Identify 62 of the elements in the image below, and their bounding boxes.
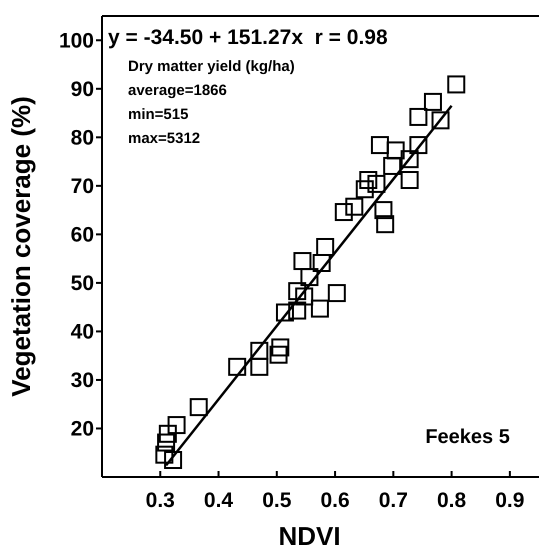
point — [367, 174, 386, 193]
point — [190, 398, 208, 416]
point — [295, 287, 314, 306]
point — [228, 358, 246, 376]
y-tick-label: 60 — [70, 223, 94, 246]
annotation: Dry matter yield (kg/ha) — [128, 58, 295, 75]
point — [447, 75, 466, 94]
point — [356, 180, 374, 198]
x-tick-label: 0.4 — [204, 489, 234, 512]
y-axis-title: Vegetation coverage (%) — [6, 96, 36, 397]
point — [316, 238, 334, 256]
point — [276, 303, 294, 322]
annotation: max=5312 — [128, 130, 200, 147]
x-tick-label: 0.7 — [378, 489, 408, 512]
point — [168, 416, 186, 434]
point — [155, 446, 174, 464]
point — [158, 424, 177, 443]
annotation: Feekes 5 — [425, 426, 510, 448]
y-tick-label: 70 — [70, 174, 94, 198]
y-tick-label: 100 — [58, 29, 94, 52]
point — [310, 300, 329, 318]
point — [400, 171, 419, 190]
point — [359, 171, 378, 190]
point — [312, 254, 331, 272]
x-tick-label: 0.6 — [320, 489, 350, 512]
point — [334, 203, 353, 222]
annotation: y = -34.50 + 151.27x r = 0.98 — [108, 26, 388, 49]
point — [328, 284, 346, 302]
point — [409, 108, 428, 126]
x-tick-label: 0.8 — [437, 489, 467, 512]
point — [424, 92, 442, 111]
point — [270, 346, 288, 364]
point — [370, 136, 389, 154]
point — [164, 451, 182, 470]
x-tick-label: 0.3 — [146, 489, 175, 512]
point — [383, 156, 402, 175]
point — [271, 338, 290, 356]
annotation: average=1866 — [128, 82, 227, 99]
point — [300, 268, 318, 286]
point — [400, 150, 419, 168]
point — [374, 201, 392, 220]
y-tick-label: 80 — [70, 126, 94, 150]
annotation: min=515 — [128, 106, 188, 123]
point — [345, 198, 364, 216]
point — [288, 302, 306, 320]
point — [288, 282, 306, 300]
y-tick-label: 40 — [70, 320, 94, 344]
y-tick-label: 30 — [70, 368, 94, 392]
x-tick-label: 0.9 — [495, 489, 524, 512]
y-tick-label: 90 — [70, 78, 94, 101]
y-tick-label: 20 — [70, 417, 94, 440]
point — [409, 136, 428, 154]
point — [250, 342, 268, 360]
point — [250, 358, 268, 376]
point — [157, 434, 176, 452]
point — [293, 252, 312, 270]
x-tick-label: 0.5 — [262, 489, 292, 512]
point — [432, 111, 450, 130]
point — [386, 141, 405, 160]
point — [376, 215, 394, 234]
x-axis-title: NDVI — [278, 521, 341, 551]
y-tick-label: 50 — [70, 272, 94, 295]
